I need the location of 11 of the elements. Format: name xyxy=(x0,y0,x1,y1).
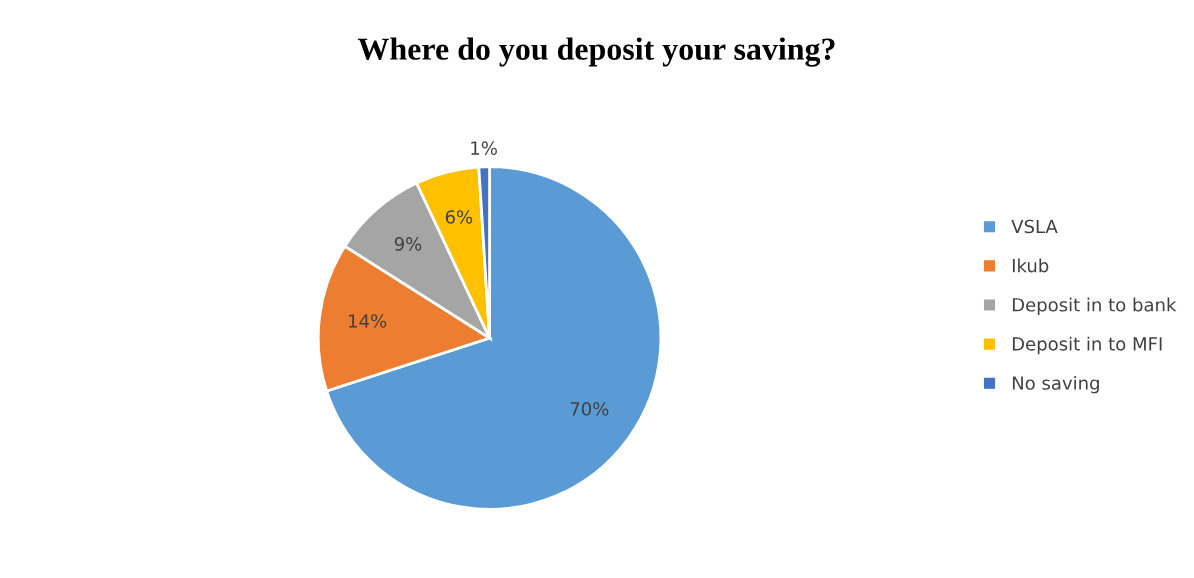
legend-label: VSLA xyxy=(1011,219,1058,234)
legend-label: Deposit in to bank xyxy=(1012,297,1177,316)
legend-label: Ikub xyxy=(1012,258,1049,273)
legend-label: Deposit in to MFI xyxy=(1012,336,1162,355)
data-label: 6% xyxy=(445,210,473,224)
data-label: 9% xyxy=(394,237,422,251)
chart-title: Where do you deposit your saving? xyxy=(357,37,835,67)
data-label: 1% xyxy=(471,141,497,155)
data-label: 14% xyxy=(349,314,387,328)
data-label: 70% xyxy=(570,402,609,416)
legend-label: No saving xyxy=(1012,375,1099,394)
